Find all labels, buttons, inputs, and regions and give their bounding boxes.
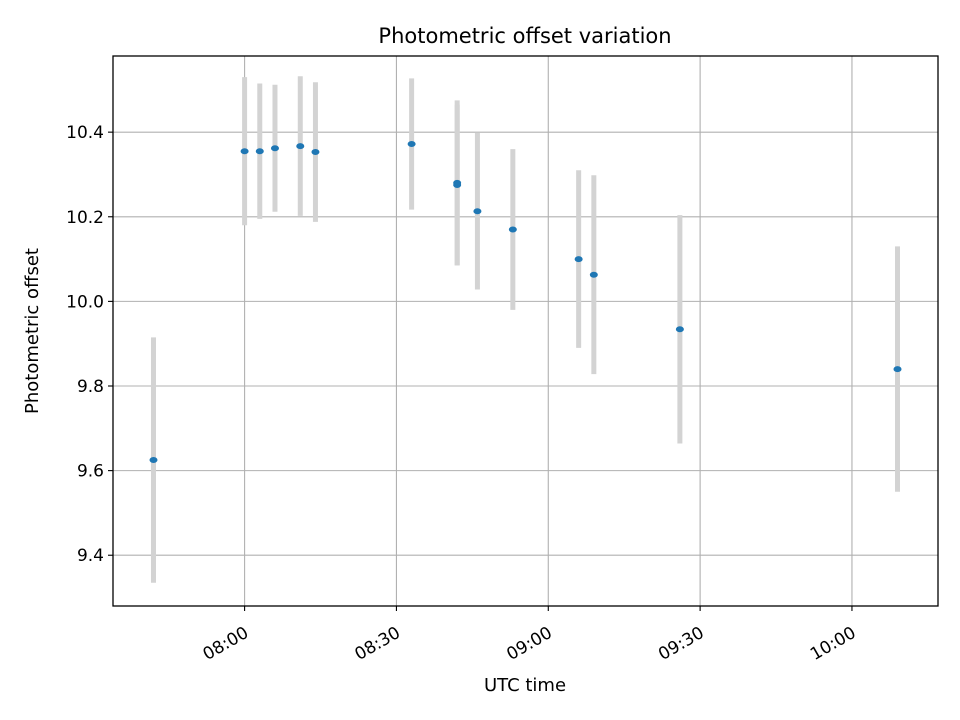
y-axis-ticks: 9.4 9.6 9.8 10.0 10.2 10.4 [66, 123, 113, 566]
y-tick-label: 10.2 [66, 208, 104, 228]
data-point [508, 226, 517, 233]
data-point [240, 148, 249, 155]
y-tick-label: 9.4 [77, 546, 104, 566]
y-axis-label: Photometric offset [22, 248, 43, 414]
plot-area-frame [112, 55, 939, 607]
chart-title: Photometric offset variation [378, 24, 671, 48]
data-point [675, 326, 684, 333]
data-point [453, 179, 462, 186]
y-tick-label: 9.8 [77, 377, 104, 397]
data-point [311, 149, 320, 156]
data-point [574, 256, 583, 263]
data-point [149, 457, 158, 464]
y-tick-label: 10.4 [66, 123, 104, 143]
data-point [407, 141, 416, 147]
data-points [149, 141, 902, 464]
data-point [473, 208, 482, 215]
x-axis-label: UTC time [484, 675, 566, 696]
data-point [255, 148, 264, 155]
data-point [589, 271, 598, 278]
y-tick-label: 10.0 [66, 292, 104, 312]
grid [113, 56, 938, 606]
data-point [893, 366, 902, 373]
data-point [296, 143, 305, 150]
data-point [270, 145, 279, 152]
y-tick-label: 9.6 [77, 462, 104, 482]
